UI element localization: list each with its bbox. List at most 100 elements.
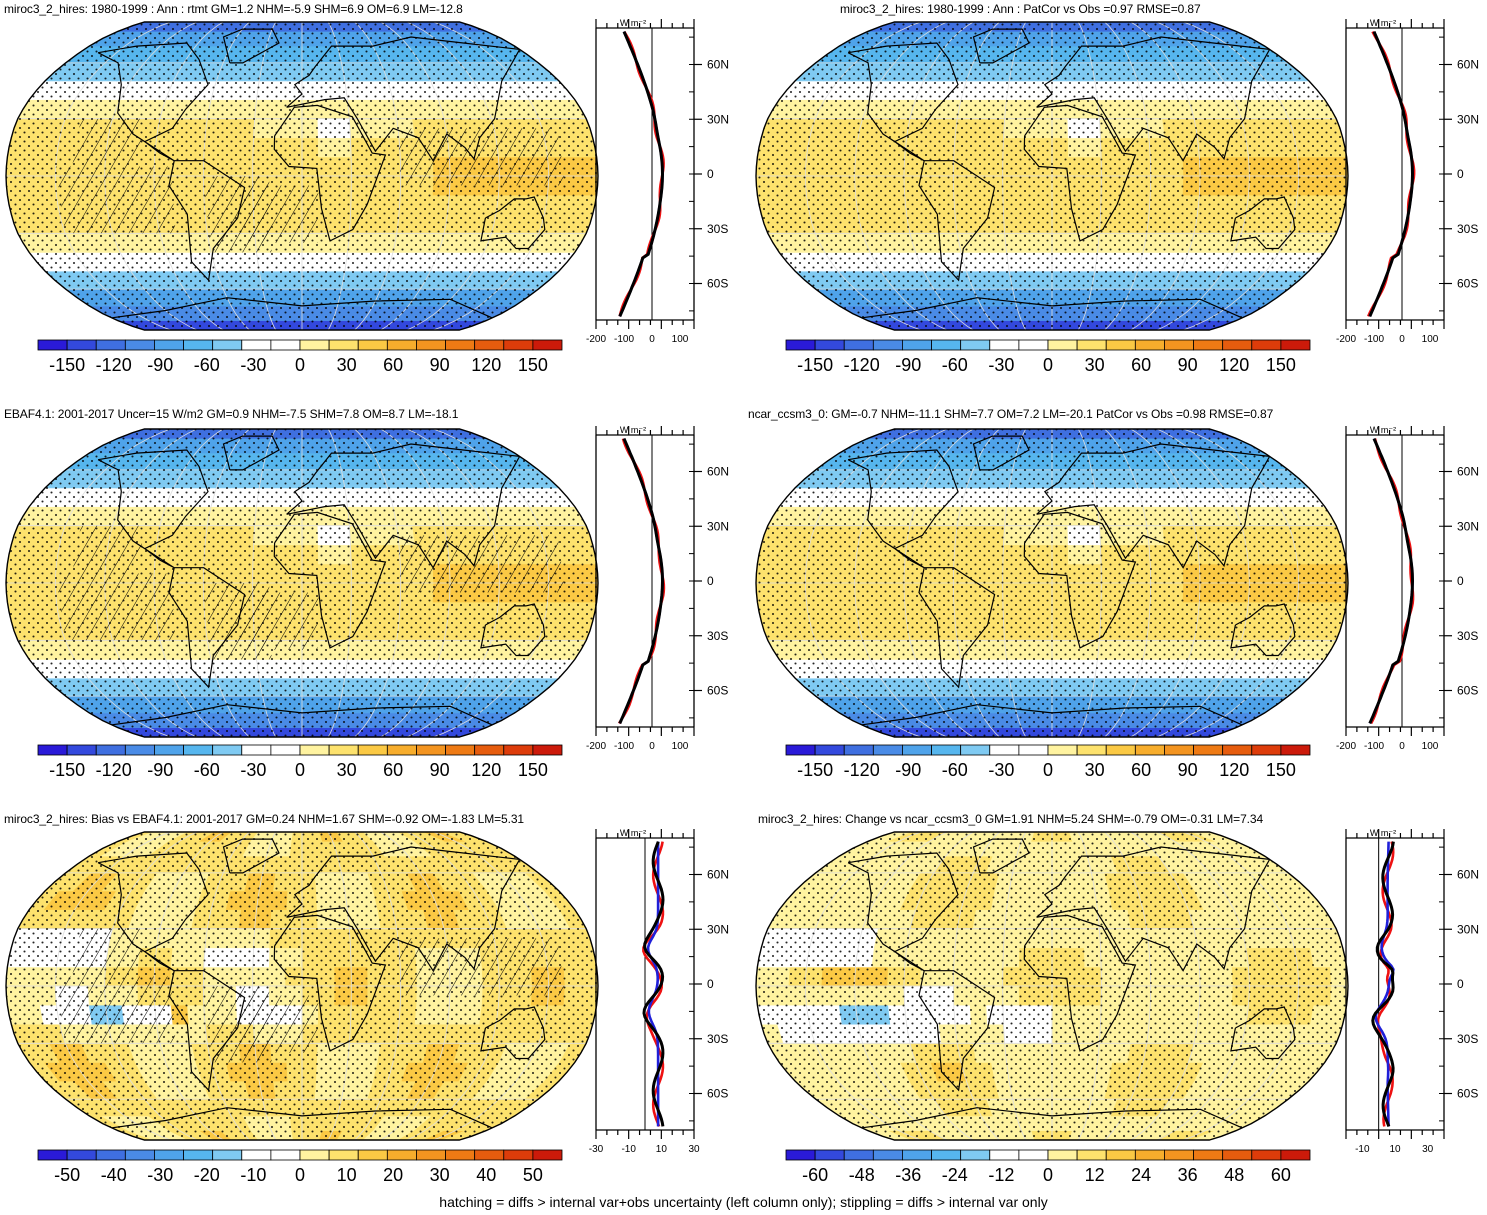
panel-title: EBAF4.1: 2001-2017 Uncer=15 W/m2 GM=0.9 … [4, 407, 459, 421]
colorbar-tick-label: -30 [988, 760, 1014, 780]
coastline [273, 511, 387, 649]
zonal-mean-plot: W m⁻² 60N 30N 0 30S 60S -200 -100 0 100 [586, 18, 729, 345]
colorbar-tick-label: 120 [471, 760, 501, 780]
colorbar-tick-label: -90 [895, 355, 921, 375]
zonal-lat-label: 30N [707, 112, 729, 126]
colorbar-tick-label: -120 [96, 355, 132, 375]
map-field [756, 429, 1348, 737]
coastline [111, 704, 493, 726]
zonal-x-label: 30 [1422, 1144, 1434, 1155]
panel-model-mean-miroc: miroc3_2_hires: 1980-1999 : Ann : rtmt G… [0, 0, 744, 405]
colorbar-swatch [1280, 339, 1311, 351]
colorbar-swatch [989, 744, 1020, 756]
zonal-x-label: 0 [1399, 741, 1405, 752]
zonal-units-label: W m⁻² [1370, 18, 1396, 28]
colorbar-swatch [843, 339, 874, 351]
zonal-lat-label: 30N [1457, 519, 1479, 533]
colorbar: -150 -120 -90 -60 -30 0 30 60 90 120 150 [785, 339, 1311, 375]
colorbar-tick-label: 48 [1224, 1165, 1244, 1185]
zonal-lat-label: 60S [1457, 684, 1478, 698]
colorbar-tick-label: -50 [54, 1165, 80, 1185]
colorbar-swatch [1134, 339, 1165, 351]
zonal-mean-plot: W m⁻² 60N 30N 0 30S 60S -200 -100 0 100 [1336, 18, 1479, 345]
zonal-lat-label: 60N [707, 58, 729, 72]
stippling [6, 832, 598, 1140]
colorbar-swatch [872, 744, 903, 756]
colorbar-tick-label: -60 [802, 1165, 828, 1185]
colorbar-tick-label: 50 [523, 1165, 543, 1185]
colorbar-tick-label: -30 [240, 760, 266, 780]
colorbar-tick-label: 30 [430, 1165, 450, 1185]
colorbar-tick-label: -30 [988, 355, 1014, 375]
colorbar-tick-label: 90 [1178, 760, 1198, 780]
colorbar-swatch [66, 1149, 97, 1161]
coastline [286, 36, 521, 162]
colorbar-tick-label: -90 [895, 760, 921, 780]
colorbar-swatch [1193, 744, 1224, 756]
coastlines [847, 28, 1296, 319]
colorbar-swatch [95, 744, 126, 756]
coastline [1036, 443, 1271, 569]
colorbar-swatch [66, 339, 97, 351]
colorbar-swatch [1047, 1149, 1078, 1161]
zonal-lat-label: 60S [1457, 277, 1478, 291]
stippling [756, 22, 1348, 330]
colorbar-swatch [154, 1149, 184, 1161]
colorbar-swatch [183, 339, 214, 351]
colorbar-swatch [95, 339, 126, 351]
colorbar-swatch [785, 1149, 816, 1161]
zonal-x-label: 10 [1389, 1144, 1401, 1155]
zonal-lat-label: 0 [707, 977, 714, 991]
panel-model-mean-ncar: ncar_ccsm3_0: GM=-0.7 NHM=-11.1 SHM=7.7 … [744, 405, 1487, 810]
colorbar-swatch [872, 1149, 903, 1161]
colorbar-swatch [931, 744, 962, 756]
zonal-x-label: -100 [1364, 334, 1384, 345]
zonal-x-label: -100 [1364, 741, 1384, 752]
robinson-map [5, 21, 599, 331]
colorbar-tick-label: -48 [849, 1165, 875, 1185]
zonal-x-label: -200 [586, 334, 606, 345]
hatch-region [398, 535, 565, 593]
coastline [847, 852, 959, 972]
stippling [6, 22, 598, 330]
coastline [222, 838, 280, 874]
colorbar-tick-label: -120 [96, 760, 132, 780]
colorbar: -150 -120 -90 -60 -30 0 30 60 90 120 150 [37, 744, 563, 780]
colorbar-tick-label: -120 [844, 355, 880, 375]
zonal-x-label: -200 [1336, 741, 1356, 752]
colorbar-swatch [386, 1149, 417, 1161]
colorbar-tick-label: -120 [844, 760, 880, 780]
colorbar-tick-label: 10 [337, 1165, 357, 1185]
panel-title: miroc3_2_hires: Bias vs EBAF4.1: 2001-20… [4, 812, 524, 826]
colorbar-tick-label: -60 [942, 355, 968, 375]
colorbar-tick-label: 60 [1131, 760, 1151, 780]
colorbar-swatch [270, 1149, 301, 1161]
colorbar-tick-label: -90 [147, 760, 173, 780]
coastline [1230, 196, 1296, 250]
panel-title: miroc3_2_hires: 1980-1999 : Ann : rtmt G… [4, 2, 463, 16]
colorbar: -150 -120 -90 -60 -30 0 30 60 90 120 150 [37, 339, 563, 375]
colorbar-tick-label: 0 [295, 1165, 305, 1185]
colorbar-swatch [1251, 339, 1282, 351]
zonal-lat-label: 30N [1457, 112, 1479, 126]
colorbar-tick-label: 60 [383, 760, 403, 780]
colorbar-swatch [989, 1149, 1020, 1161]
colorbar-tick-label: -20 [194, 1165, 220, 1185]
panel-patcor-miroc: miroc3_2_hires: 1980-1999 : Ann : PatCor… [744, 0, 1487, 405]
colorbar-swatch [37, 339, 68, 351]
colorbar-swatch [37, 1149, 68, 1161]
colorbar-swatch [1047, 339, 1078, 351]
colorbar-swatch [931, 339, 962, 351]
coastline [1230, 603, 1296, 657]
colorbar-tick-label: 60 [1271, 1165, 1291, 1185]
zonal-lat-label: 30N [707, 519, 729, 533]
map-field [756, 832, 1348, 1140]
hatch-region [55, 976, 176, 1044]
zonal-units-label: W m⁻² [620, 425, 646, 435]
colorbar-swatch [416, 339, 446, 351]
colorbar-swatch [416, 1149, 446, 1161]
colorbar-swatch [872, 339, 903, 351]
zonal-line-black [1368, 438, 1415, 724]
colorbar-swatch [386, 744, 417, 756]
colorbar-swatch [785, 744, 816, 756]
